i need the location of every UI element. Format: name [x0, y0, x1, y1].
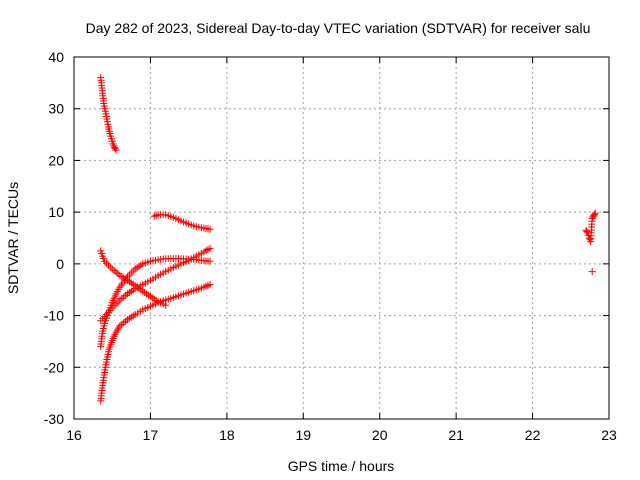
data-point	[206, 281, 214, 289]
x-tick-label: 20	[372, 427, 388, 443]
y-tick-label: 10	[48, 204, 64, 220]
data-point	[206, 244, 214, 252]
data-point	[110, 142, 118, 150]
y-tick-label: -10	[44, 308, 64, 324]
chart-title: Day 282 of 2023, Sidereal Day-to-day VTE…	[86, 20, 591, 36]
y-tick-label: -20	[44, 359, 64, 375]
axis-ticks: 16 17 18 19 20 21 22 23 -30 -20 -10 0 10 20 30 40	[44, 49, 617, 443]
y-tick-label: 40	[48, 49, 64, 65]
data-points	[97, 74, 599, 405]
grid-lines	[74, 57, 609, 419]
x-tick-label: 19	[295, 427, 311, 443]
data-point	[109, 140, 117, 148]
data-point	[586, 236, 594, 244]
x-tick-label: 22	[525, 427, 541, 443]
data-point	[588, 268, 596, 276]
data-point	[590, 210, 598, 218]
x-tick-label: 21	[448, 427, 464, 443]
plot-frame	[73, 56, 610, 420]
y-tick-label: 30	[48, 101, 64, 117]
x-tick-label: 23	[601, 427, 617, 443]
data-point	[111, 145, 119, 153]
y-tick-label: -30	[44, 411, 64, 427]
data-point	[206, 225, 214, 233]
data-point	[583, 228, 591, 236]
y-tick-label: 0	[56, 256, 64, 272]
x-axis-label: GPS time / hours	[288, 458, 395, 474]
data-point	[112, 146, 120, 154]
y-tick-label: 20	[48, 152, 64, 168]
x-tick-label: 17	[143, 427, 159, 443]
data-point	[591, 209, 599, 217]
x-tick-label: 16	[66, 427, 82, 443]
x-tick-label: 18	[219, 427, 235, 443]
data-point	[206, 257, 214, 265]
y-axis-label: SDTVAR / TECUs	[5, 182, 21, 294]
